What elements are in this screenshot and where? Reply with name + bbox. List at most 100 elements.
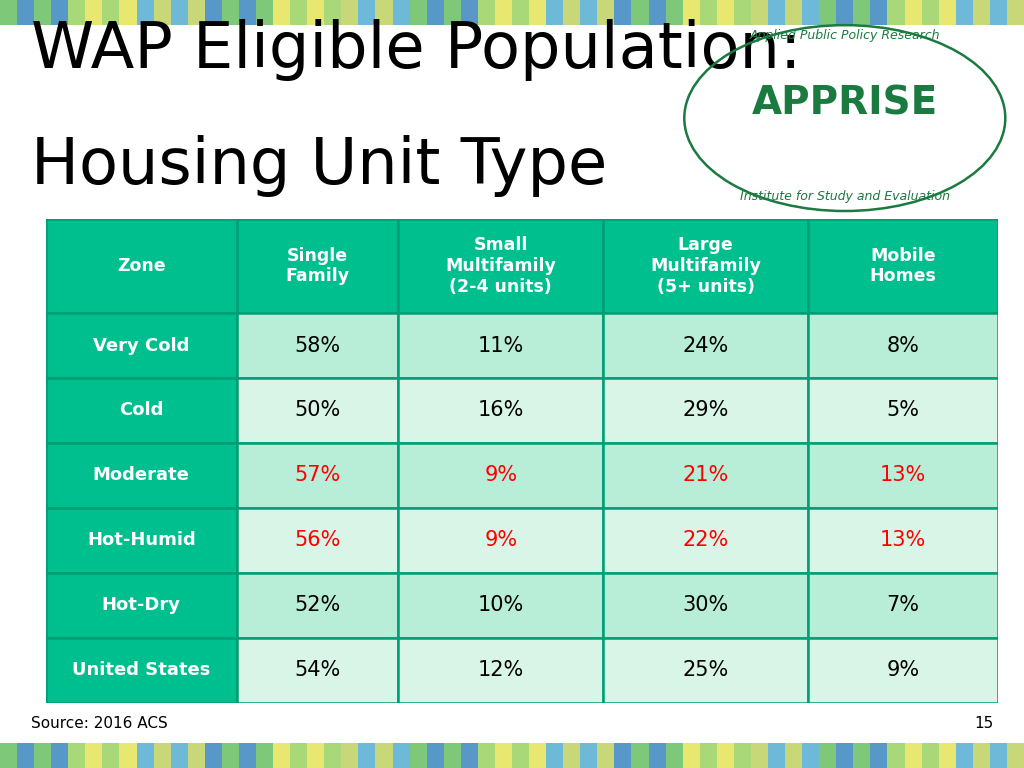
Text: United States: United States xyxy=(72,661,211,679)
Text: Mobile
Homes: Mobile Homes xyxy=(869,247,937,286)
Bar xyxy=(392,0,410,25)
Bar xyxy=(808,443,998,508)
Bar xyxy=(546,0,563,25)
Bar xyxy=(888,0,904,25)
Bar xyxy=(0,0,17,25)
Text: Housing Unit Type: Housing Unit Type xyxy=(31,135,607,197)
Bar xyxy=(808,313,998,378)
Bar xyxy=(34,0,51,25)
Bar xyxy=(461,0,478,25)
Bar xyxy=(603,573,808,637)
Bar xyxy=(581,0,597,25)
Bar xyxy=(46,219,237,313)
Bar xyxy=(1007,0,1024,25)
Text: 5%: 5% xyxy=(887,400,920,420)
Bar xyxy=(69,0,85,25)
Bar xyxy=(603,637,808,703)
Bar xyxy=(398,508,603,573)
Bar xyxy=(768,0,785,25)
Bar xyxy=(237,508,398,573)
Bar xyxy=(205,743,222,768)
Bar xyxy=(614,0,632,25)
Bar xyxy=(256,743,273,768)
Bar xyxy=(666,0,683,25)
Bar xyxy=(154,743,171,768)
Bar xyxy=(102,743,120,768)
Text: 8%: 8% xyxy=(887,336,920,356)
Text: 12%: 12% xyxy=(477,660,524,680)
Bar xyxy=(853,743,870,768)
Bar xyxy=(34,743,51,768)
Bar xyxy=(734,0,751,25)
Text: Institute for Study and Evaluation: Institute for Study and Evaluation xyxy=(739,190,950,203)
Bar xyxy=(325,0,341,25)
Bar xyxy=(922,743,939,768)
Bar xyxy=(955,743,973,768)
Bar xyxy=(102,0,120,25)
Bar xyxy=(46,313,237,378)
Bar xyxy=(171,743,187,768)
Bar xyxy=(237,313,398,378)
Bar xyxy=(136,0,154,25)
Bar xyxy=(581,743,597,768)
Bar xyxy=(939,743,955,768)
Bar xyxy=(325,743,341,768)
Bar xyxy=(410,743,427,768)
Bar xyxy=(768,743,785,768)
Bar xyxy=(546,743,563,768)
Text: 21%: 21% xyxy=(682,465,729,485)
Bar xyxy=(973,0,990,25)
Bar xyxy=(922,0,939,25)
Text: Very Cold: Very Cold xyxy=(93,336,189,355)
Bar xyxy=(648,0,666,25)
Bar xyxy=(603,313,808,378)
Bar xyxy=(603,378,808,443)
Bar xyxy=(46,443,237,508)
Text: 13%: 13% xyxy=(880,531,927,551)
Bar xyxy=(427,0,443,25)
Bar xyxy=(808,573,998,637)
Bar xyxy=(187,0,205,25)
Bar xyxy=(990,0,1007,25)
Bar xyxy=(683,0,699,25)
Text: Moderate: Moderate xyxy=(93,466,189,485)
Bar xyxy=(808,219,998,313)
Bar xyxy=(563,0,581,25)
Bar xyxy=(398,637,603,703)
Bar xyxy=(290,0,307,25)
Text: 50%: 50% xyxy=(294,400,341,420)
Bar xyxy=(237,637,398,703)
Bar xyxy=(603,443,808,508)
Bar xyxy=(358,0,376,25)
Bar xyxy=(46,508,237,573)
Text: Source: 2016 ACS: Source: 2016 ACS xyxy=(31,716,168,731)
Text: Hot-Humid: Hot-Humid xyxy=(87,531,196,549)
Text: 7%: 7% xyxy=(887,595,920,615)
Text: Hot-Dry: Hot-Dry xyxy=(101,596,181,614)
Bar xyxy=(239,743,256,768)
Bar xyxy=(603,508,808,573)
Text: Zone: Zone xyxy=(117,257,166,275)
Bar xyxy=(683,743,699,768)
Bar xyxy=(819,0,837,25)
Bar xyxy=(307,743,325,768)
Bar xyxy=(808,508,998,573)
Bar xyxy=(69,743,85,768)
Bar xyxy=(376,0,392,25)
Bar xyxy=(51,743,69,768)
Bar xyxy=(398,443,603,508)
Bar xyxy=(154,0,171,25)
Bar xyxy=(205,0,222,25)
Bar xyxy=(955,0,973,25)
Bar xyxy=(443,743,461,768)
Bar xyxy=(17,743,34,768)
Bar xyxy=(1007,743,1024,768)
Bar xyxy=(939,0,955,25)
Bar xyxy=(46,378,237,443)
Bar xyxy=(427,743,443,768)
Bar xyxy=(597,743,614,768)
Bar xyxy=(478,743,495,768)
Bar xyxy=(888,743,904,768)
Text: 16%: 16% xyxy=(477,400,524,420)
Bar xyxy=(495,0,512,25)
